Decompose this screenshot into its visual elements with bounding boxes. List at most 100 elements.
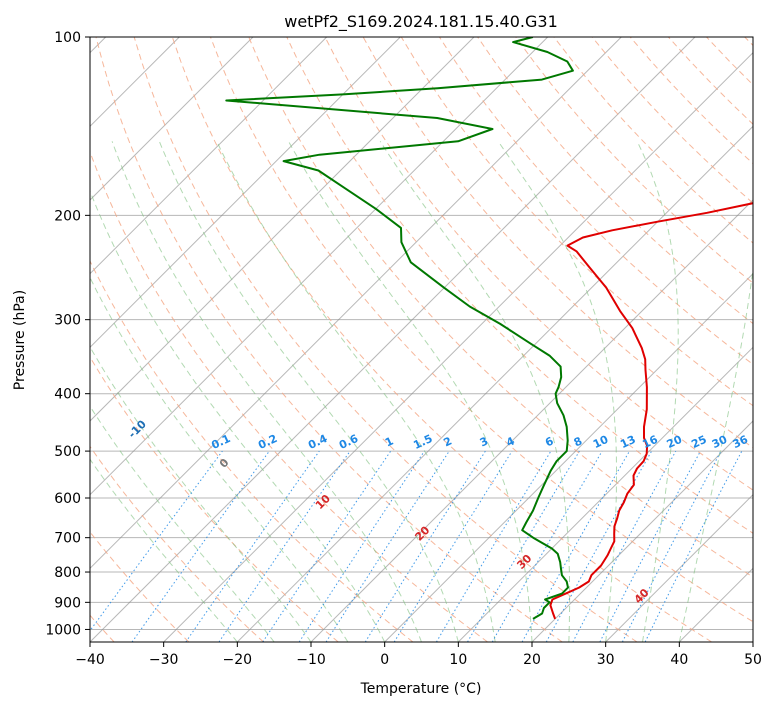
mixing-ratio-label: 1	[383, 434, 395, 449]
y-tick-label: 100	[54, 30, 81, 46]
mixing-ratio-line	[90, 450, 223, 632]
y-tick-label: 600	[54, 491, 81, 507]
mixing-ratio-line	[572, 450, 677, 642]
moist-adiabat-line	[90, 276, 349, 642]
dry-adiabat-line	[706, 37, 753, 86]
mixing-ratio-label: 16	[640, 433, 660, 451]
isotherm-line	[163, 51, 753, 642]
mixing-ratio-label: 36	[731, 433, 751, 451]
data-series	[225, 37, 753, 620]
dry-adiabat-line	[90, 356, 339, 642]
dry-adiabat-line	[553, 37, 753, 244]
mixing-ratio-label: 0.4	[306, 432, 329, 452]
moist-adiabat-line	[379, 141, 571, 642]
dry-adiabat-line	[90, 259, 414, 642]
dry-adiabat-line	[324, 37, 753, 491]
x-tick-label: −30	[149, 652, 179, 668]
dry-adiabat-label: 10	[313, 492, 333, 512]
isotherm-line	[90, 37, 696, 642]
x-tick-label: 0	[380, 652, 389, 668]
dry-adiabat-line	[744, 37, 753, 47]
y-tick-label: 200	[54, 208, 81, 224]
y-tick-label: 800	[54, 565, 81, 581]
dry-adiabat-line	[248, 37, 753, 578]
dewpoint-profile-line	[225, 37, 574, 620]
isotherm-line	[90, 37, 254, 201]
mixing-ratio-label: 30	[710, 433, 730, 451]
mixing-ratio-line	[325, 450, 450, 642]
dry-adiabat-label: -10	[126, 417, 149, 440]
mixing-ratio-line	[435, 450, 552, 642]
y-tick-label: 300	[54, 313, 81, 329]
mixing-ratio-label: 3	[478, 434, 490, 449]
x-tick-label: −40	[75, 652, 105, 668]
dry-adiabat-line	[515, 37, 753, 284]
mixing-ratio-label: 0.2	[256, 432, 279, 452]
isotherm-line	[384, 272, 753, 642]
mixing-ratio-label: 0.1	[209, 432, 232, 452]
dry-adiabat-line	[90, 445, 264, 642]
dry-adiabat-line	[95, 37, 563, 642]
temperature-profile-line	[549, 202, 753, 620]
dry-adiabat-label: 40	[632, 586, 652, 606]
dry-adiabat-line	[210, 37, 753, 623]
background-lines	[90, 37, 753, 642]
mixing-ratio-label: 25	[689, 433, 708, 451]
dry-adiabat-line	[668, 37, 753, 125]
x-tick-label: 20	[523, 652, 541, 668]
dry-adiabat-line	[133, 37, 638, 642]
mixing-ratio-label: 20	[665, 433, 685, 451]
mixing-ratio-line	[644, 450, 743, 642]
mixing-ratio-line	[218, 450, 351, 642]
moist-adiabat-line	[90, 189, 386, 642]
mixing-ratio-line	[599, 450, 701, 642]
dry-adiabat-line	[286, 37, 753, 534]
plot-frame	[89, 36, 754, 643]
isotherm-line	[90, 37, 622, 570]
y-tick-label: 500	[54, 444, 81, 460]
moist-adiabat-line	[497, 141, 617, 642]
mixing-ratio-line	[298, 450, 425, 642]
line-labels: 0.1 0.2 0.4 0.6 1 1.5 2 3 4 6 8 10 13 16 20 25 30 36-1001…	[126, 417, 751, 606]
dry-adiabat-line	[591, 37, 753, 204]
x-tick-label: 30	[597, 652, 615, 668]
mixing-ratio-line	[262, 450, 392, 642]
y-tick-label: 700	[54, 531, 81, 547]
isotherm-line	[90, 37, 475, 422]
moist-adiabat-line	[90, 345, 312, 642]
mixing-ratio-label: 13	[618, 433, 637, 451]
isotherm-line	[236, 125, 753, 642]
y-tick-label: 1000	[45, 622, 81, 638]
dry-adiabat-line	[90, 150, 488, 642]
mixing-ratio-line	[364, 450, 486, 642]
moist-adiabat-line	[288, 141, 533, 642]
y-tick-label: 900	[54, 595, 81, 611]
mixing-ratio-line	[393, 450, 513, 642]
x-tick-label: 10	[449, 652, 467, 668]
mixing-ratio-label: 10	[591, 433, 611, 451]
moist-adiabat-line	[90, 458, 238, 642]
dry-adiabat-label: 20	[412, 523, 432, 543]
x-axis-label: Temperature (°C)	[360, 681, 482, 697]
moist-adiabat-line	[90, 405, 275, 642]
isotherm-line	[90, 37, 549, 496]
moist-adiabat-line	[678, 265, 753, 642]
mixing-ratio-line	[467, 450, 580, 642]
y-tick-label: 400	[54, 387, 81, 403]
x-tick-label: −10	[296, 652, 326, 668]
axes: −40 −30 −20 −10 0 10 20 30 40 5010009008007006005…	[45, 30, 762, 668]
mixing-ratio-label: 8	[572, 434, 584, 449]
y-axis-label: Pressure (hPa)	[12, 290, 28, 390]
isotherm-line	[605, 493, 753, 642]
chart-title: wetPf2_S169.2024.181.15.40.G31	[284, 12, 558, 32]
isotherm-line	[310, 199, 753, 642]
isotherm-line	[90, 37, 401, 349]
isotherm-line	[752, 641, 753, 642]
moist-adiabat-line	[111, 141, 422, 642]
dry-adiabat-label: 0	[217, 456, 232, 471]
mixing-ratio-line	[131, 450, 270, 642]
mixing-ratio-line	[185, 450, 320, 642]
moist-adiabat-line	[636, 141, 679, 642]
